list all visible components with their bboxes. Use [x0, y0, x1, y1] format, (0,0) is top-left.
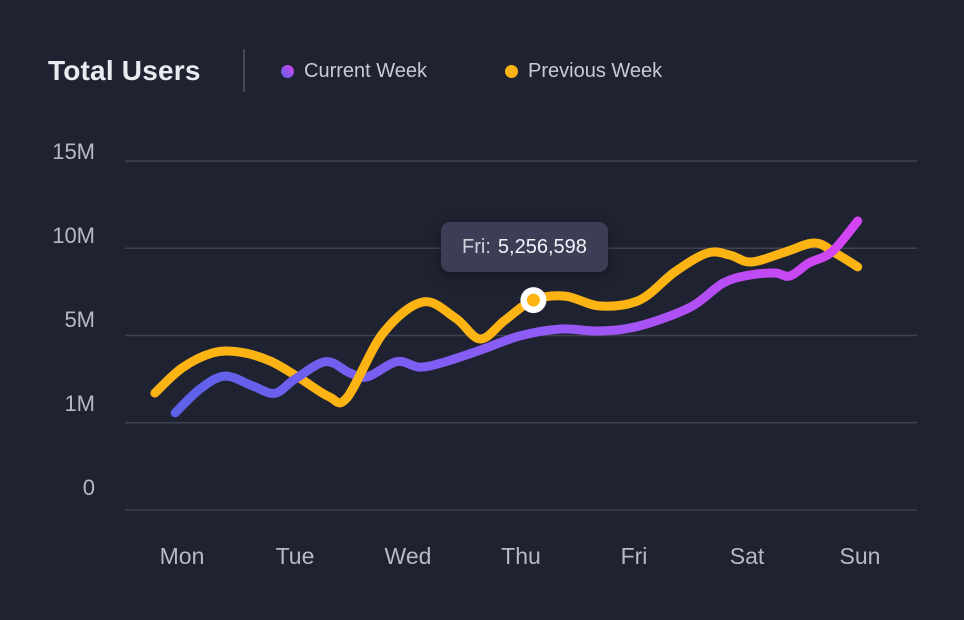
current-week-dot-icon: [281, 65, 294, 78]
x-axis-label: Wed: [384, 543, 432, 569]
highlight-marker-dot: [526, 293, 540, 307]
x-axis-label: Fri: [620, 543, 648, 569]
x-axis-label: Tue: [275, 543, 315, 569]
legend-item-current-week[interactable]: Current Week: [281, 58, 427, 85]
x-axis-label: Sat: [729, 543, 765, 569]
y-axis-label: 5M: [64, 307, 95, 332]
y-axis-label: 15M: [52, 139, 95, 164]
x-axis-label: Mon: [159, 543, 205, 569]
legend-label-current-week: Current Week: [304, 60, 428, 82]
y-axis-label: 0: [82, 475, 95, 500]
previous-week-line[interactable]: [150, 238, 863, 408]
x-axis-label: Sun: [839, 543, 881, 569]
page-title: Total Users: [48, 55, 201, 86]
y-axis-label: 10M: [52, 223, 95, 248]
legend-label-previous-week: Previous Week: [528, 60, 663, 82]
tooltip-value: 5,256,598: [497, 235, 587, 258]
y-axis-label: 1M: [64, 391, 95, 416]
tooltip: Fri: 5,256,598: [441, 222, 608, 272]
tooltip-day-label: Fri:: [462, 235, 491, 258]
legend-item-previous-week[interactable]: Previous Week: [505, 58, 662, 85]
previous-week-dot-icon: [505, 65, 518, 78]
current-week-line[interactable]: [170, 216, 863, 418]
header-divider: [243, 49, 245, 92]
x-axis-label: Thu: [501, 543, 541, 569]
